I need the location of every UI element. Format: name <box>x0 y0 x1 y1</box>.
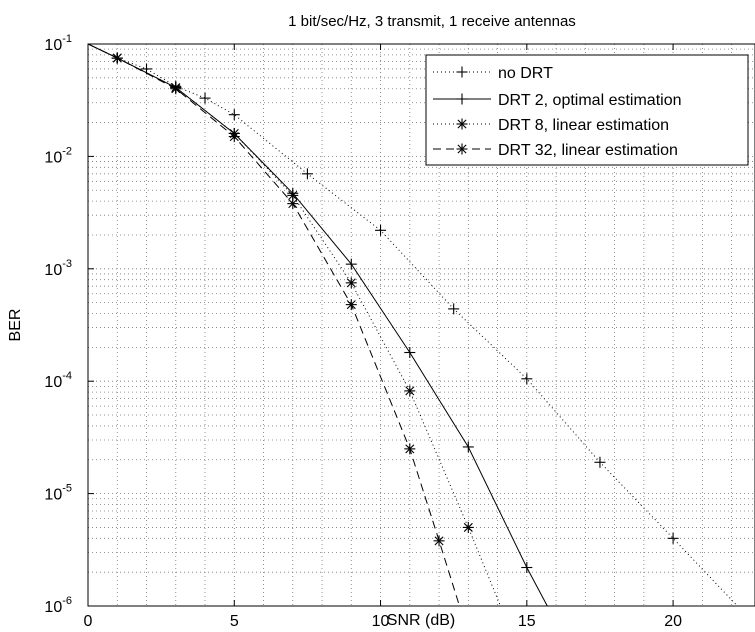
legend-entry-drt-8-linear-estimation: DRT 8, linear estimation <box>433 117 669 134</box>
y-tick-label: 10-4 <box>44 370 72 391</box>
legend-box <box>425 54 749 166</box>
data-point <box>111 52 123 64</box>
series-line <box>88 44 501 606</box>
data-point <box>301 168 313 180</box>
legend-marker <box>456 93 468 105</box>
legend-label: no DRT <box>498 65 553 82</box>
marker-stroke <box>112 53 122 63</box>
legend-marker <box>456 143 468 155</box>
data-point <box>375 224 387 236</box>
y-tick-label: 10-1 <box>44 33 72 54</box>
grid <box>87 44 755 607</box>
marker-stroke <box>457 119 467 129</box>
marker-stroke <box>171 84 181 94</box>
axes-frame <box>87 43 755 607</box>
y-tick-label: 10-2 <box>44 145 72 166</box>
marker-stroke <box>288 190 298 200</box>
data-point <box>404 347 416 359</box>
data-point <box>521 373 533 385</box>
data-point <box>170 83 182 95</box>
data-point <box>448 303 460 315</box>
data-point <box>594 456 606 468</box>
y-axis-label: BER <box>7 309 24 342</box>
x-tick-label: 10 <box>372 613 390 630</box>
y-axis-ticks: 10-1 10-2 10-3 10-4 10-5 10-6 <box>44 33 94 616</box>
marker-stroke <box>405 386 415 396</box>
legend-label: DRT 8, linear estimation <box>498 117 669 134</box>
legend: no DRT DRT 2, optimal estimation DRT 8, li… <box>425 54 749 166</box>
marker-stroke <box>463 522 473 532</box>
data-point <box>228 131 240 143</box>
marker-stroke <box>405 444 415 454</box>
legend-marker <box>456 118 468 130</box>
series-layer <box>88 44 738 606</box>
x-tick-label: 5 <box>230 613 239 630</box>
legend-entry-no-drt: no DRT <box>433 65 553 82</box>
data-point <box>404 443 416 455</box>
x-axis-label: SNR (dB) <box>387 612 455 629</box>
x-tick-label: 0 <box>84 613 93 630</box>
marker-stroke <box>288 199 298 209</box>
y-tick-label: 10-5 <box>44 483 72 504</box>
data-point <box>345 277 357 289</box>
marker-stroke <box>229 132 239 142</box>
data-point <box>345 258 357 270</box>
data-point <box>521 562 533 574</box>
data-point <box>433 535 445 547</box>
data-point <box>667 532 679 544</box>
x-axis-ticks: 0 5 10 15 20 <box>84 44 682 630</box>
x-tick-label: 15 <box>518 613 536 630</box>
data-point <box>462 441 474 453</box>
marker-stroke <box>346 278 356 288</box>
legend-entry-drt-2-optimal-estimation: DRT 2, optimal estimation <box>433 92 681 109</box>
data-point <box>287 198 299 210</box>
data-point <box>462 521 474 533</box>
series-drt-32-linear-estimation <box>88 44 460 606</box>
data-point <box>199 92 211 104</box>
data-point <box>345 299 357 311</box>
data-point <box>228 109 240 121</box>
y-tick-label: 10-6 <box>44 595 72 616</box>
y-tick-label: 10-3 <box>44 258 72 279</box>
legend-label: DRT 32, linear estimation <box>498 142 678 159</box>
marker-stroke <box>346 300 356 310</box>
data-point <box>404 385 416 397</box>
series-line <box>88 44 548 606</box>
legend-entry-drt-32-linear-estimation: DRT 32, linear estimation <box>433 142 678 159</box>
x-tick-label: 20 <box>664 613 682 630</box>
chart-title: 1 bit/sec/Hz, 3 transmit, 1 receive ante… <box>288 13 576 30</box>
legend-label: DRT 2, optimal estimation <box>498 92 681 109</box>
legend-marker <box>456 66 468 78</box>
marker-stroke <box>434 536 444 546</box>
marker-stroke <box>457 144 467 154</box>
